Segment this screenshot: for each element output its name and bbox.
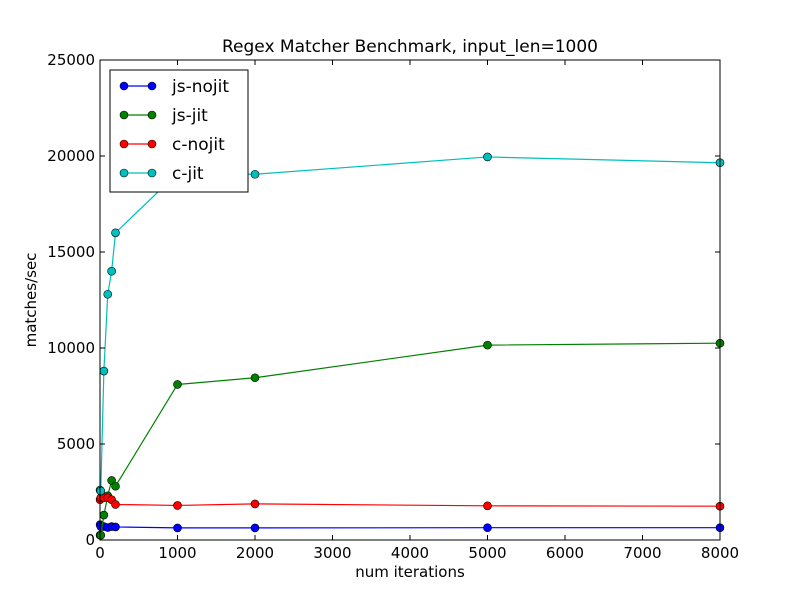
y-axis-label: matches/sec: [22, 253, 40, 348]
x-axis-label: num iterations: [355, 563, 465, 581]
data-point: [103, 289, 113, 299]
legend-entry: js-nojit: [119, 77, 229, 97]
data-layer: [95, 152, 725, 540]
legend-marker: [147, 81, 157, 91]
series-js-nojit: [95, 520, 725, 533]
data-point: [483, 340, 492, 350]
legend-marker: [119, 81, 129, 91]
series-c-nojit: [95, 493, 725, 511]
x-tick-label: 5000: [468, 544, 506, 562]
series-line-c-jit: [99, 156, 721, 493]
series-js-jit: [95, 338, 725, 540]
x-tick-label: 1000: [158, 544, 196, 562]
data-point: [99, 510, 109, 520]
x-tick-label: 8000: [701, 544, 739, 562]
legend-label: c-jit: [172, 164, 204, 184]
y-tick-label: 10000: [47, 339, 95, 357]
data-point: [173, 501, 182, 510]
y-tick-label: 20000: [47, 147, 95, 165]
data-point: [107, 266, 116, 276]
data-point: [173, 523, 182, 533]
data-point: [111, 228, 120, 238]
x-tick-label: 2000: [236, 544, 274, 562]
legend-entry: c-nojit: [119, 135, 225, 155]
chart-title: Regex Matcher Benchmark, input_len=1000: [222, 37, 598, 57]
y-tick-label: 0: [85, 531, 95, 549]
data-point: [96, 486, 106, 496]
data-point: [483, 523, 492, 533]
data-point: [250, 523, 260, 533]
data-point: [99, 366, 109, 376]
legend-marker: [119, 139, 129, 149]
x-tick-label: 0: [95, 544, 105, 562]
data-point: [111, 522, 120, 532]
legend-marker: [119, 110, 129, 120]
axis-ticks: 0 1000 2000 3000 4000 5000 6000 7000 8000 0 5000 10…: [47, 51, 739, 562]
y-tick-label: 15000: [47, 243, 95, 261]
legend: js-nojit js-jit c-nojit c-jit: [109, 69, 249, 193]
data-point: [250, 499, 260, 509]
data-point: [483, 501, 492, 511]
x-tick-label: 6000: [546, 544, 584, 562]
series-c-jit: [95, 152, 725, 496]
data-point: [96, 530, 106, 540]
legend-marker: [119, 168, 129, 178]
series-line-js-nojit: [99, 524, 720, 529]
data-point: [111, 481, 120, 491]
y-tick-label: 5000: [57, 435, 95, 453]
data-point: [250, 169, 260, 179]
legend-label: js-nojit: [171, 77, 229, 97]
x-tick-label: 7000: [623, 544, 661, 562]
data-point: [483, 152, 492, 162]
legend-label: js-jit: [171, 106, 208, 126]
x-tick-label: 3000: [313, 544, 351, 562]
legend-label: c-nojit: [172, 135, 225, 155]
data-point: [250, 373, 260, 383]
y-tick-label: 25000: [47, 51, 95, 69]
series-line-c-nojit: [99, 497, 721, 507]
data-point: [111, 500, 120, 509]
data-point: [173, 380, 182, 389]
legend-entry: js-jit: [119, 106, 208, 126]
x-tick-label: 4000: [391, 544, 429, 562]
legend-marker: [147, 168, 157, 178]
legend-box: [109, 69, 249, 193]
legend-marker: [147, 139, 157, 149]
legend-marker: [147, 110, 157, 120]
legend-entry: c-jit: [119, 164, 204, 184]
